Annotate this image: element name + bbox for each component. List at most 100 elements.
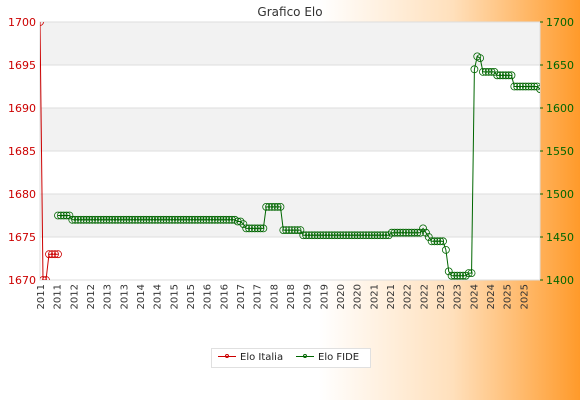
- data-point-elo-fide: [210, 215, 219, 224]
- data-point-elo-fide: [228, 215, 236, 224]
- data-point-elo-fide: [333, 231, 342, 240]
- data-point-elo-fide: [487, 67, 496, 76]
- x-tick-label: 2016: [219, 284, 230, 309]
- legend-swatch-elo-italia: [218, 352, 236, 362]
- y-right-tick-label: 1550: [546, 145, 574, 158]
- data-point-elo-fide: [407, 228, 416, 237]
- data-point-elo-fide: [290, 226, 299, 235]
- x-tick-label: 2012: [69, 284, 80, 309]
- data-point-elo-fide: [202, 215, 211, 224]
- plot-band: [40, 22, 540, 65]
- data-point-elo-fide: [501, 71, 510, 80]
- x-tick-label: 2025: [519, 284, 530, 309]
- data-point-elo-fide: [76, 215, 85, 224]
- x-tick-label: 2015: [169, 284, 180, 309]
- data-point-elo-fide: [236, 217, 245, 226]
- data-point-elo-fide: [390, 228, 399, 237]
- y-left-tick-label: 1675: [8, 231, 36, 244]
- data-point-elo-fide: [533, 82, 540, 91]
- data-point-elo-fide: [82, 215, 91, 224]
- series-layer: [40, 22, 540, 280]
- data-point-elo-fide: [516, 82, 524, 91]
- data-point-elo-fide: [422, 228, 430, 237]
- data-point-elo-fide: [336, 231, 345, 240]
- data-point-elo-fide: [99, 215, 108, 224]
- data-point-elo-fide: [54, 211, 62, 220]
- data-point-elo-fide: [205, 215, 214, 224]
- plot-bands: [40, 22, 540, 280]
- data-point-elo-fide: [190, 215, 199, 224]
- data-point-elo-fide: [496, 71, 504, 80]
- data-point-elo-fide: [419, 224, 427, 233]
- data-point-elo-fide: [307, 231, 316, 240]
- data-point-elo-fide: [430, 237, 439, 246]
- data-point-elo-fide: [142, 215, 151, 224]
- data-point-elo-fide: [196, 215, 205, 224]
- data-point-elo-fide: [182, 215, 191, 224]
- data-point-elo-fide: [113, 215, 122, 224]
- x-tick-label: 2011: [36, 284, 47, 309]
- data-point-elo-fide: [436, 237, 445, 246]
- data-point-elo-fide: [353, 231, 362, 240]
- data-point-elo-fide: [116, 215, 125, 224]
- data-point-elo-fide: [265, 202, 273, 211]
- x-tick-label: 2023: [436, 284, 447, 309]
- data-point-elo-fide: [416, 228, 425, 237]
- x-tick-label: 2025: [503, 284, 514, 309]
- data-point-elo-fide: [250, 224, 259, 233]
- y-right-tick-label: 1450: [546, 231, 574, 244]
- data-point-elo-fide: [493, 71, 502, 80]
- data-point-elo-fide: [325, 231, 333, 240]
- data-point-elo-fide: [253, 224, 262, 233]
- y-left-tick-label: 1695: [8, 59, 36, 72]
- plot-band: [40, 65, 540, 108]
- data-point-elo-fide: [484, 67, 493, 76]
- x-tick-label: 2013: [103, 284, 114, 309]
- data-point-elo-fide: [239, 220, 248, 229]
- data-point-elo-fide: [105, 215, 114, 224]
- data-point-elo-fide: [245, 224, 253, 233]
- data-point-elo-fide: [91, 215, 99, 224]
- data-point-elo-fide: [125, 215, 134, 224]
- data-point-elo-fide: [270, 202, 279, 211]
- data-point-elo-fide: [262, 202, 271, 211]
- data-point-elo-fide: [373, 231, 382, 240]
- data-point-elo-fide: [479, 67, 487, 76]
- data-point-elo-fide: [216, 215, 225, 224]
- data-point-elo-fide: [199, 215, 208, 224]
- data-point-elo-fide: [248, 224, 256, 233]
- x-tick-label: 2017: [253, 284, 264, 309]
- data-point-elo-fide: [179, 215, 188, 224]
- data-point-elo-fide: [133, 215, 142, 224]
- y-right-tick-label: 1400: [546, 274, 574, 287]
- data-point-elo-fide: [165, 215, 174, 224]
- x-tick-label: 2023: [453, 284, 464, 309]
- data-point-elo-fide: [259, 224, 268, 233]
- data-point-elo-fide: [313, 231, 322, 240]
- data-point-elo-fide: [128, 215, 137, 224]
- data-point-elo-italia: [45, 250, 53, 259]
- y-right-tick-label: 1650: [546, 59, 574, 72]
- data-point-elo-fide: [359, 231, 368, 240]
- x-tick-label: 2013: [119, 284, 130, 309]
- data-point-elo-fide: [393, 228, 402, 237]
- y-axis-left-ticks: 1670 1675 1680 1685 1690 1695 1700: [8, 16, 36, 287]
- x-tick-label: 2021: [386, 284, 397, 309]
- data-point-elo-fide: [79, 215, 88, 224]
- data-point-elo-fide: [305, 231, 313, 240]
- data-point-elo-fide: [213, 215, 222, 224]
- plot-band: [40, 151, 540, 194]
- data-point-elo-fide: [470, 65, 479, 74]
- y-left-tick-label: 1670: [8, 274, 36, 287]
- data-point-elo-fide: [356, 231, 365, 240]
- legend-item-elo-italia[interactable]: Elo Italia: [218, 352, 283, 363]
- data-point-elo-fide: [94, 215, 102, 224]
- data-point-elo-fide: [347, 231, 356, 240]
- data-point-elo-fide: [402, 228, 410, 237]
- legend-item-elo-fide[interactable]: Elo FIDE: [296, 352, 359, 363]
- data-point-elo-fide: [379, 231, 388, 240]
- data-point-elo-fide: [527, 82, 536, 91]
- x-tick-label: 2015: [186, 284, 197, 309]
- data-point-elo-fide: [316, 231, 325, 240]
- data-point-elo-fide: [362, 231, 370, 240]
